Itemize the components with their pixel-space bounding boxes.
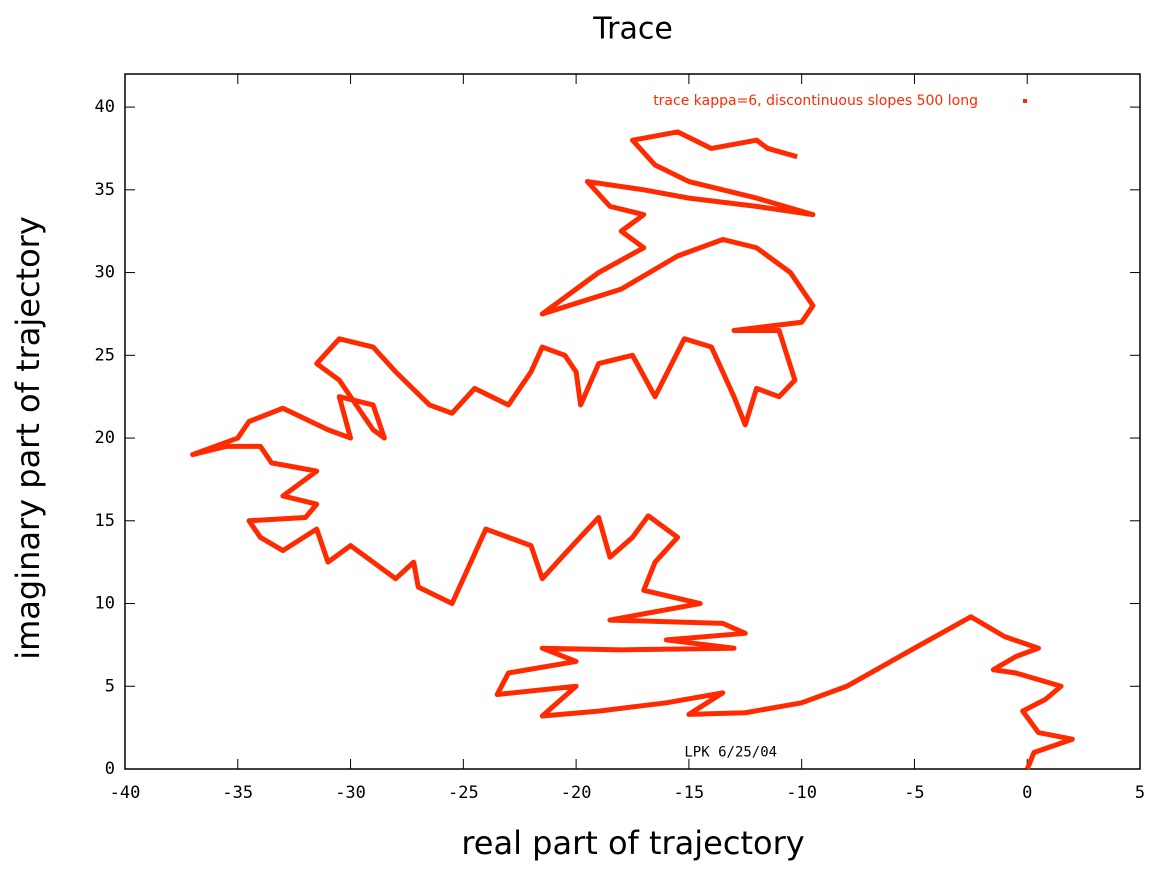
y-tick-label: 15	[95, 511, 115, 531]
x-tick-label: -40	[110, 783, 141, 803]
x-tick-label: 5	[1135, 783, 1145, 803]
x-tick-label: 0	[1022, 783, 1032, 803]
y-tick-label: 25	[95, 345, 115, 365]
annotation: LPK 6/25/04	[684, 744, 777, 760]
y-tick-label: 5	[105, 676, 115, 696]
y-tick-label: 30	[95, 263, 115, 283]
plot-frame	[124, 73, 1141, 770]
y-tick-label: 20	[95, 428, 115, 448]
x-tick-label: -25	[448, 783, 479, 803]
x-axis-title: real part of trajectory	[461, 824, 804, 862]
x-tick-label: -35	[222, 783, 253, 803]
legend-label: trace kappa=6, discontinuous slopes 500 …	[653, 93, 978, 109]
y-tick-label: 0	[105, 759, 115, 779]
x-tick-label: -15	[674, 783, 705, 803]
trace-line	[190, 129, 1075, 770]
x-tick-label: -5	[904, 783, 924, 803]
y-tick-label: 40	[95, 97, 115, 117]
y-tick-label: 35	[95, 180, 115, 200]
x-tick-label: -30	[335, 783, 366, 803]
legend-marker	[1023, 99, 1027, 103]
x-tick-label: -10	[786, 783, 817, 803]
x-tick-label: -20	[561, 783, 592, 803]
y-tick-label: 10	[95, 594, 115, 614]
y-axis-title: imaginary part of trajectory	[9, 216, 47, 660]
chart-title: Trace	[592, 12, 673, 47]
